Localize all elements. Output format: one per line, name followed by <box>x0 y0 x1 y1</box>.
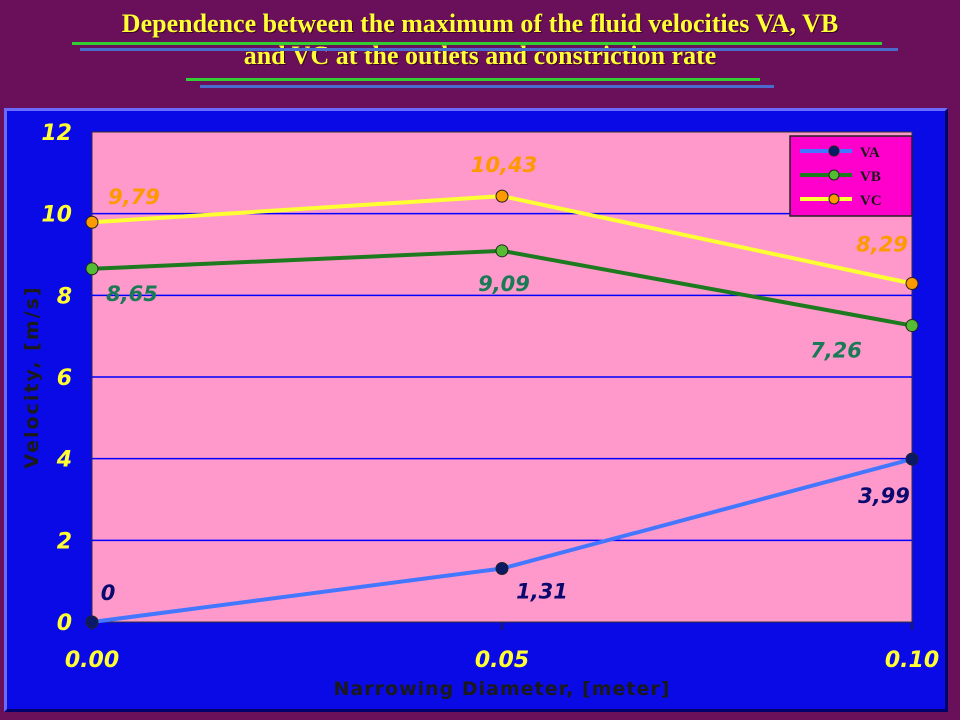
title-underline-green-1 <box>72 42 882 45</box>
y-tick-label: 10 <box>41 203 72 228</box>
x-tick-label: 0.10 <box>885 648 939 673</box>
data-point-vb <box>905 319 919 333</box>
x-axis-title: Narrowing Diameter, [meter] <box>334 678 671 700</box>
data-label-vb: 8,65 <box>106 282 158 306</box>
y-tick-label: 4 <box>56 448 72 473</box>
data-label-vc: 10,43 <box>471 153 537 177</box>
legend-label-vc: VC <box>860 193 882 209</box>
y-tick-label: 6 <box>57 366 72 391</box>
title-underline-blue-2 <box>200 85 774 88</box>
legend: VA VB VC <box>789 135 913 217</box>
y-tick-label: 0 <box>57 611 72 636</box>
data-point-va <box>495 562 509 576</box>
data-point-vc <box>905 276 919 290</box>
data-label-vc: 8,29 <box>856 232 908 256</box>
y-tick-label: 2 <box>57 529 72 554</box>
slide-title: Dependence between the maximum of the fl… <box>0 8 960 72</box>
data-point-vc <box>495 189 509 203</box>
data-label-va: 0 <box>101 581 116 605</box>
data-point-vb <box>495 244 509 258</box>
data-label-va: 3,99 <box>858 484 910 508</box>
x-tick-label: 0.05 <box>475 648 529 673</box>
legend-marker-vb <box>828 169 840 181</box>
y-tick-label: 8 <box>57 284 72 309</box>
data-point-va <box>85 615 99 629</box>
data-point-vb <box>85 262 99 276</box>
y-tick-label: 12 <box>41 121 72 146</box>
slide-title-line2: and VC at the outlets and constriction r… <box>243 41 717 70</box>
legend-marker-va <box>828 145 840 157</box>
data-label-va: 1,31 <box>516 580 568 604</box>
data-point-va <box>905 452 919 466</box>
data-label-vb: 7,26 <box>810 339 862 363</box>
data-label-vb: 9,09 <box>478 272 530 296</box>
legend-marker-vc <box>828 193 840 205</box>
x-tick-label: 0.00 <box>65 648 119 673</box>
title-underline-blue-1 <box>80 48 898 51</box>
legend-label-va: VA <box>860 145 880 161</box>
slide-title-line1: Dependence between the maximum of the fl… <box>121 9 839 38</box>
y-axis-title: Velocity, [m/s] <box>21 285 43 468</box>
title-underline-green-2 <box>186 78 760 81</box>
data-label-vc: 9,79 <box>108 185 160 209</box>
legend-label-vb: VB <box>860 169 881 185</box>
data-point-vc <box>85 215 99 229</box>
